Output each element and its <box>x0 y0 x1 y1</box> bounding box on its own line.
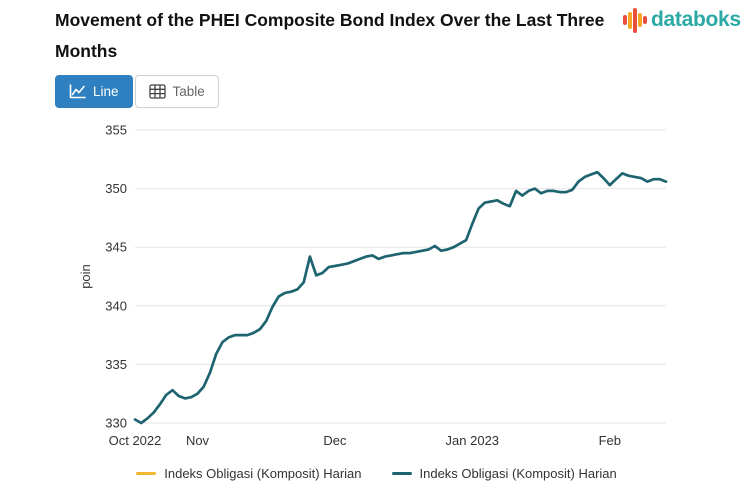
y-axis-tick-label: 340 <box>105 298 127 313</box>
x-axis-tick-label: Oct 2022 <box>109 433 162 448</box>
y-axis-tick-label: 355 <box>105 123 127 138</box>
view-toggle: Line Table <box>55 75 219 108</box>
x-axis-tick-label: Nov <box>186 433 210 448</box>
y-axis-tick-label: 330 <box>105 416 127 431</box>
legend-swatch-yellow <box>136 471 157 476</box>
legend-label: Indeks Obligasi (Komposit) Harian <box>419 466 617 481</box>
line-chart-icon <box>69 84 86 99</box>
table-view-button[interactable]: Table <box>134 75 219 108</box>
legend-label: Indeks Obligasi (Komposit) Harian <box>164 466 362 481</box>
bond-index-line-chart: 330 335 340 345 350 355 poin Oct 2022 Nov Dec Jan … <box>0 115 753 465</box>
databoks-logo-text: databoks <box>651 8 741 31</box>
databoks-bars-icon <box>623 7 648 33</box>
table-button-label: Table <box>172 84 205 99</box>
legend-swatch-teal <box>391 471 412 476</box>
y-axis-title: poin <box>78 264 93 289</box>
legend-item-komposit-harian-2[interactable]: Indeks Obligasi (Komposit) Harian <box>391 466 617 481</box>
y-axis-tick-label: 335 <box>105 357 127 372</box>
y-axis-tick-label: 345 <box>105 240 127 255</box>
line-view-button[interactable]: Line <box>55 75 133 108</box>
x-axis-tick-label: Dec <box>323 433 347 448</box>
chart-legend: Indeks Obligasi (Komposit) Harian Indeks… <box>0 466 753 481</box>
table-grid-icon <box>148 84 166 99</box>
legend-item-komposit-harian-1[interactable]: Indeks Obligasi (Komposit) Harian <box>136 466 362 481</box>
index-line-series[interactable] <box>133 170 668 425</box>
x-axis-tick-label: Feb <box>599 433 621 448</box>
page-title: Movement of the PHEI Composite Bond Inde… <box>55 10 605 61</box>
x-axis-tick-label: Jan 2023 <box>446 433 500 448</box>
y-axis-tick-label: 350 <box>105 181 127 196</box>
line-button-label: Line <box>93 84 119 99</box>
chart-canvas: 330 335 340 345 350 355 poin Oct 2022 Nov Dec Jan … <box>78 123 668 448</box>
databoks-logo[interactable]: databoks <box>623 7 741 33</box>
